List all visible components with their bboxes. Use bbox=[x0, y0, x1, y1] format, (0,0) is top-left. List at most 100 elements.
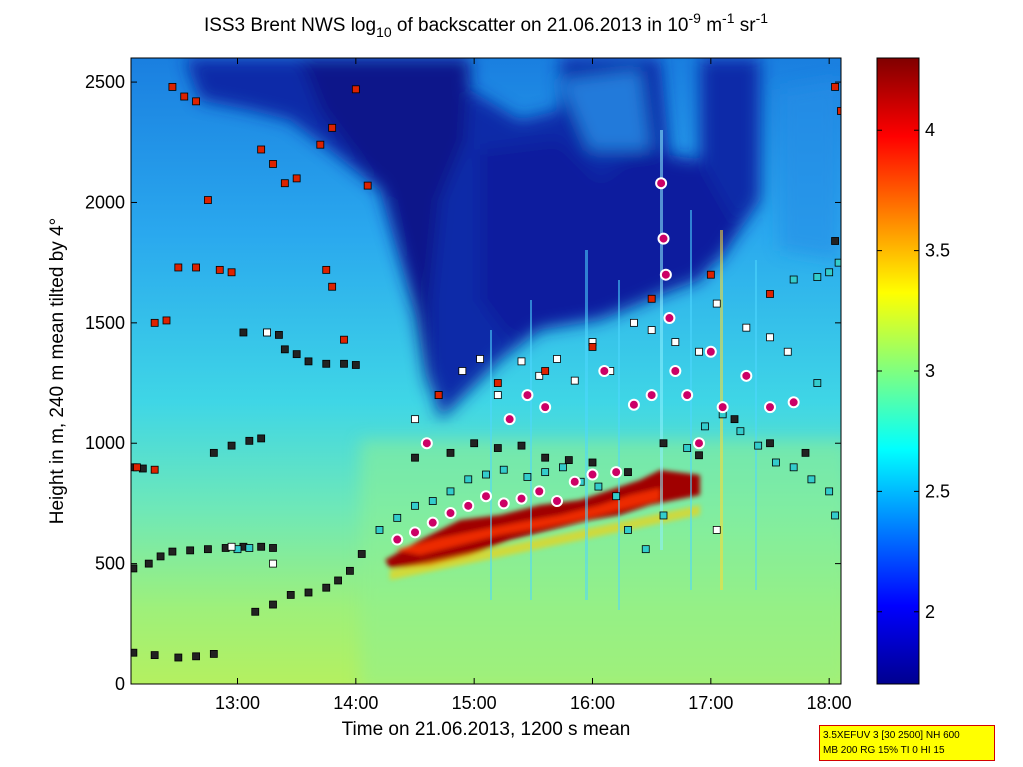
data-point-square bbox=[168, 547, 177, 556]
data-point-square bbox=[493, 391, 502, 399]
info-line-2: MB 200 RG 15% TI 0 HI 15 bbox=[823, 745, 945, 756]
data-point-circle bbox=[787, 396, 800, 409]
data-point-square bbox=[541, 468, 550, 477]
data-point-square bbox=[227, 441, 236, 450]
data-point-square bbox=[322, 359, 331, 368]
info-box: 3.5XEFUV 3 [30 2500] NH 600 MB 200 RG 15… bbox=[819, 725, 995, 761]
data-point-square bbox=[168, 82, 177, 91]
data-point-square bbox=[683, 444, 692, 452]
data-point-square bbox=[647, 294, 656, 303]
data-point-circle bbox=[627, 398, 640, 411]
data-point-square bbox=[612, 492, 621, 501]
data-point-circle bbox=[669, 365, 682, 377]
data-point-square bbox=[131, 648, 138, 657]
data-point-square bbox=[192, 652, 200, 661]
data-point-square bbox=[641, 545, 650, 554]
data-point-square bbox=[523, 473, 532, 481]
data-point-square bbox=[647, 326, 656, 334]
data-point-square bbox=[180, 92, 189, 101]
data-point-square bbox=[476, 355, 484, 363]
data-point-square bbox=[553, 355, 561, 363]
data-point-square bbox=[517, 357, 526, 366]
data-point-circle bbox=[391, 533, 404, 546]
y-tick-label: 2500 bbox=[85, 72, 125, 92]
data-point-square bbox=[328, 123, 337, 132]
data-point-square bbox=[411, 453, 419, 462]
data-point-circle bbox=[420, 437, 433, 450]
x-tick-label: 15:00 bbox=[452, 693, 497, 713]
data-point-square bbox=[517, 441, 526, 450]
y-tick-label: 500 bbox=[95, 554, 125, 574]
data-point-square bbox=[239, 328, 248, 337]
x-tick-label: 18:00 bbox=[807, 693, 852, 713]
data-point-square bbox=[286, 591, 295, 599]
data-point-square bbox=[766, 333, 774, 342]
data-point-square bbox=[357, 550, 366, 558]
data-point-square bbox=[251, 607, 260, 616]
data-point-circle bbox=[444, 507, 457, 520]
data-point-square bbox=[209, 650, 218, 658]
data-point-circle bbox=[426, 516, 439, 529]
y-axis-label: Height in m, 240 m mean tilted by 4° bbox=[47, 218, 68, 524]
y-tick-label: 1000 bbox=[85, 433, 125, 453]
data-point-square bbox=[162, 316, 171, 325]
data-point-square bbox=[351, 85, 360, 94]
data-point-square bbox=[131, 564, 138, 573]
data-point-square bbox=[825, 487, 834, 496]
data-point-square bbox=[257, 434, 266, 443]
data-point-square bbox=[204, 545, 212, 554]
data-point-square bbox=[411, 415, 419, 424]
data-point-square bbox=[150, 465, 159, 474]
chart-title: ISS3 Brent NWS log10 of backscatter on 2… bbox=[204, 10, 768, 40]
data-point-square bbox=[570, 376, 579, 385]
data-point-square bbox=[269, 600, 277, 609]
data-point-square bbox=[535, 371, 544, 380]
data-point-square bbox=[340, 335, 348, 344]
title-superscript-2: -1 bbox=[722, 10, 735, 26]
data-point-square bbox=[227, 268, 236, 277]
data-point-square bbox=[499, 465, 508, 474]
data-point-square bbox=[671, 338, 680, 347]
data-point-circle bbox=[655, 177, 668, 190]
x-tick-label: 14:00 bbox=[333, 693, 378, 713]
data-point-square bbox=[322, 265, 331, 274]
data-point-circle bbox=[497, 497, 510, 510]
data-point-square bbox=[834, 258, 841, 267]
data-point-square bbox=[351, 361, 360, 369]
data-point-square bbox=[304, 357, 313, 366]
data-point-square bbox=[766, 290, 774, 298]
x-axis: 13:00 14:00 15:00 16:00 17:00 18:00 bbox=[215, 58, 852, 713]
colorbar-tick-label: 4 bbox=[925, 120, 935, 140]
data-point-square bbox=[588, 343, 597, 351]
data-point-square bbox=[831, 82, 839, 91]
data-point-square bbox=[269, 160, 277, 168]
data-point-square bbox=[564, 456, 573, 464]
data-point-square bbox=[316, 140, 325, 149]
data-point-circle bbox=[586, 468, 599, 481]
data-point-square bbox=[813, 379, 822, 387]
data-point-square bbox=[464, 475, 473, 484]
data-point-square bbox=[772, 458, 780, 467]
data-point-circle bbox=[704, 345, 717, 358]
data-point-circle bbox=[539, 401, 552, 414]
title-superscript-3: -1 bbox=[756, 10, 769, 26]
data-point-square bbox=[458, 367, 467, 375]
y-axis: 0 500 1000 1500 2000 2500 bbox=[85, 72, 841, 694]
title-superscript-1: -9 bbox=[688, 10, 701, 26]
data-point-square bbox=[594, 482, 603, 491]
colorbar-tick-label: 2.5 bbox=[925, 481, 950, 501]
data-point-square bbox=[813, 273, 822, 282]
data-point-square bbox=[192, 97, 200, 106]
data-point-square bbox=[209, 448, 218, 457]
data-point-square bbox=[269, 544, 277, 552]
data-point-circle bbox=[663, 312, 676, 325]
x-tick-label: 16:00 bbox=[570, 693, 615, 713]
data-point-square bbox=[280, 179, 289, 188]
x-tick-label: 17:00 bbox=[688, 693, 733, 713]
data-point-square bbox=[322, 583, 331, 592]
data-point-square bbox=[766, 439, 774, 448]
data-point-square bbox=[588, 458, 597, 467]
data-point-square bbox=[257, 542, 266, 551]
data-point-square bbox=[257, 145, 266, 154]
